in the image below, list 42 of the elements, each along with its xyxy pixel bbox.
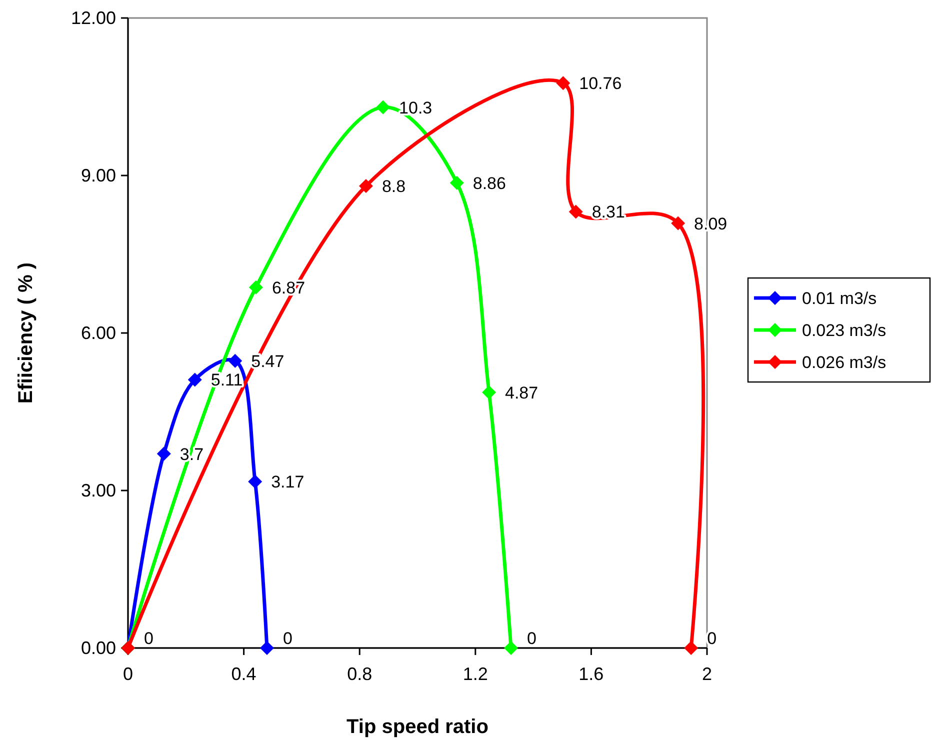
y-tick-label: 12.00 <box>70 8 116 28</box>
x-tick-label: 1.6 <box>578 664 604 684</box>
data-label: 8.86 <box>472 174 506 193</box>
point <box>504 641 518 655</box>
data-label: 8.8 <box>382 177 406 196</box>
point <box>482 385 496 400</box>
x-tick-label: 0 <box>122 664 134 684</box>
data-label: 3.17 <box>271 472 304 492</box>
y-tick-label: 6.00 <box>80 323 116 343</box>
data-label: 8.09 <box>694 214 728 234</box>
x-tick-label: 2 <box>702 664 712 684</box>
legend-label: 0.026 m3/s <box>802 353 886 372</box>
point <box>556 76 570 90</box>
point <box>568 204 583 219</box>
data-label: 0 <box>144 629 154 648</box>
point <box>248 474 262 489</box>
point <box>358 179 373 193</box>
y-tick-label: 0.00 <box>80 638 116 658</box>
point <box>228 354 242 368</box>
x-tick-label: 1.2 <box>462 664 488 684</box>
point <box>376 100 390 114</box>
y-tick-label: 9.00 <box>80 166 116 186</box>
point <box>188 372 202 387</box>
point <box>684 641 698 655</box>
data-label: 10.3 <box>399 98 432 118</box>
point <box>156 446 171 461</box>
x-axis-title: Tip speed ratio <box>346 716 488 738</box>
data-label: 10.76 <box>579 74 622 94</box>
x-tick-label: 0.4 <box>231 664 256 684</box>
data-label: 0 <box>282 629 292 648</box>
y-tick-label: 3.00 <box>80 480 116 500</box>
point <box>248 280 263 294</box>
point <box>450 176 464 190</box>
data-label: 0 <box>527 629 536 648</box>
data-label: 4.87 <box>505 383 538 402</box>
legend-label: 0.01 m3/s <box>802 289 877 308</box>
y-axis-title: Efiiciency ( % ) <box>15 262 37 404</box>
data-label: 0 <box>707 629 717 648</box>
legend-label: 0.023 m3/s <box>802 321 886 340</box>
x-tick-label: 0.8 <box>347 664 372 684</box>
point <box>671 216 686 230</box>
point <box>260 641 274 655</box>
